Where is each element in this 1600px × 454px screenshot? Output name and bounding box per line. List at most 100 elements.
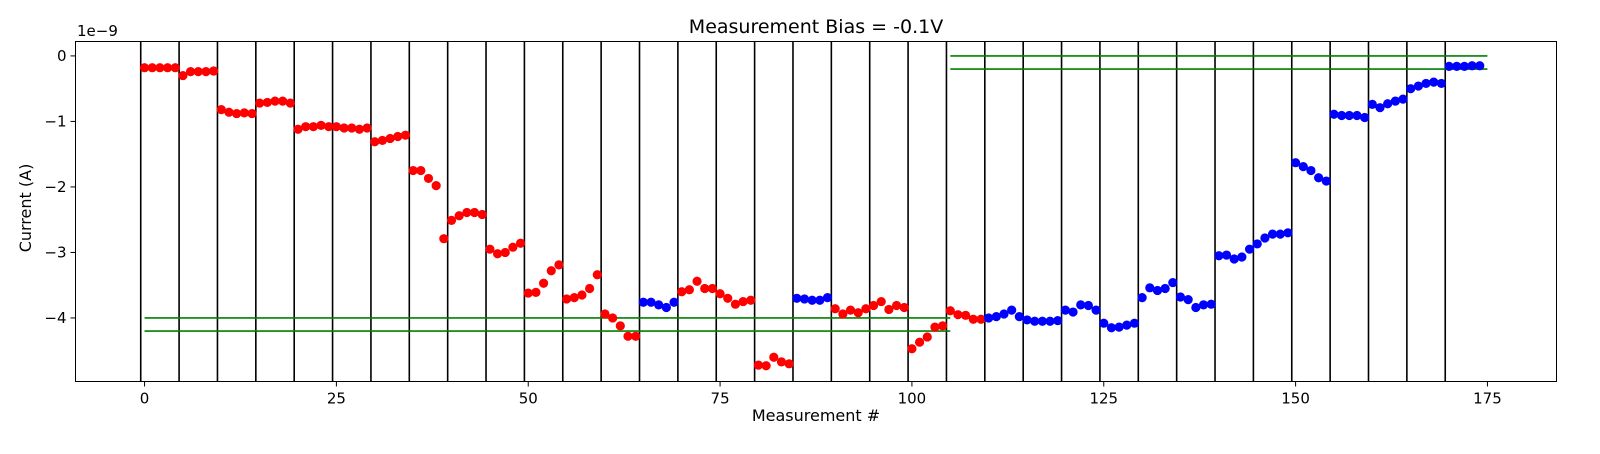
data-point [723,293,733,303]
data-point [861,304,871,314]
data-point [538,278,549,288]
y-tick-label: −4 [44,309,66,327]
data-point [209,66,219,76]
data-point [178,70,188,81]
data-point [776,357,787,367]
data-point [531,287,541,298]
data-point [285,98,295,108]
data-point [761,361,771,371]
data-point [1152,285,1163,296]
data-point [1267,229,1278,239]
data-point [562,294,572,304]
data-point [1229,254,1239,264]
data-point [439,234,449,244]
data-points [139,61,1485,371]
data-point [907,344,917,354]
data-point [707,283,718,294]
data-point [1221,250,1232,260]
data-point [600,309,610,319]
data-point [815,295,825,305]
x-tick-label: 100 [898,390,927,408]
data-point [592,270,602,280]
data-point [1206,299,1216,309]
data-point [1114,322,1124,332]
x-tick-label: 75 [711,390,730,408]
data-point [1314,173,1324,183]
x-axis-label: Measurement # [752,406,880,425]
data-point [976,314,986,324]
data-point [1421,78,1431,89]
data-point [477,209,487,220]
data-point [914,337,925,347]
data-point [1083,300,1094,311]
data-point [1252,239,1262,249]
data-point [853,308,863,318]
data-point [684,285,694,295]
data-point [216,105,226,115]
data-point [1344,110,1354,121]
data-point [1459,61,1470,71]
data-point [730,299,741,309]
data-point [654,300,664,310]
data-point [1129,318,1140,328]
data-point [1390,96,1400,106]
data-point [1467,61,1477,71]
data-point [393,131,403,142]
data-point [700,283,710,294]
data-point [186,67,196,77]
data-point [830,304,840,314]
data-point [308,122,318,132]
data-point [1183,295,1193,305]
data-point [807,295,817,305]
data-point [385,133,395,144]
data-point [746,295,756,305]
data-point [1260,233,1270,243]
data-point [462,207,472,218]
data-point [423,173,434,184]
data-point [1045,316,1055,326]
data-point [1352,110,1362,121]
y-tick-label: −3 [44,243,66,261]
x-tick-label: 125 [1089,390,1118,408]
data-point [1360,112,1370,123]
data-point [454,211,464,221]
data-point [193,67,203,77]
y-tick-label: −2 [44,178,66,196]
data-point [1452,61,1462,71]
data-point [922,332,932,342]
data-point [753,360,764,370]
data-point [500,247,510,258]
data-point [293,124,303,134]
y-offset-label: 1e−9 [77,22,118,40]
data-point [1191,302,1201,313]
data-point [1283,228,1293,238]
data-point [162,63,173,73]
data-point [546,266,556,276]
data-point [1398,94,1408,104]
data-point [585,283,595,294]
data-point [569,293,579,303]
data-point [1275,229,1285,239]
chart-title: Measurement Bias = -0.1V [689,16,943,38]
data-point [408,165,418,176]
data-point [1329,109,1339,119]
data-point [1068,307,1078,317]
data-point [784,359,794,369]
data-point [515,238,526,248]
data-point [1198,300,1209,310]
data-point [738,296,748,307]
data-point [891,300,902,311]
y-tick-label: 0 [57,47,67,65]
data-point [692,276,702,286]
data-point [155,63,165,73]
data-point [669,297,679,307]
data-point [868,300,879,311]
data-point [984,313,994,323]
data-point [1367,99,1377,109]
data-point [715,289,725,299]
data-point [1076,300,1086,310]
data-point [1022,315,1032,325]
data-point [899,302,909,313]
data-point [876,296,886,307]
data-point [446,215,457,225]
